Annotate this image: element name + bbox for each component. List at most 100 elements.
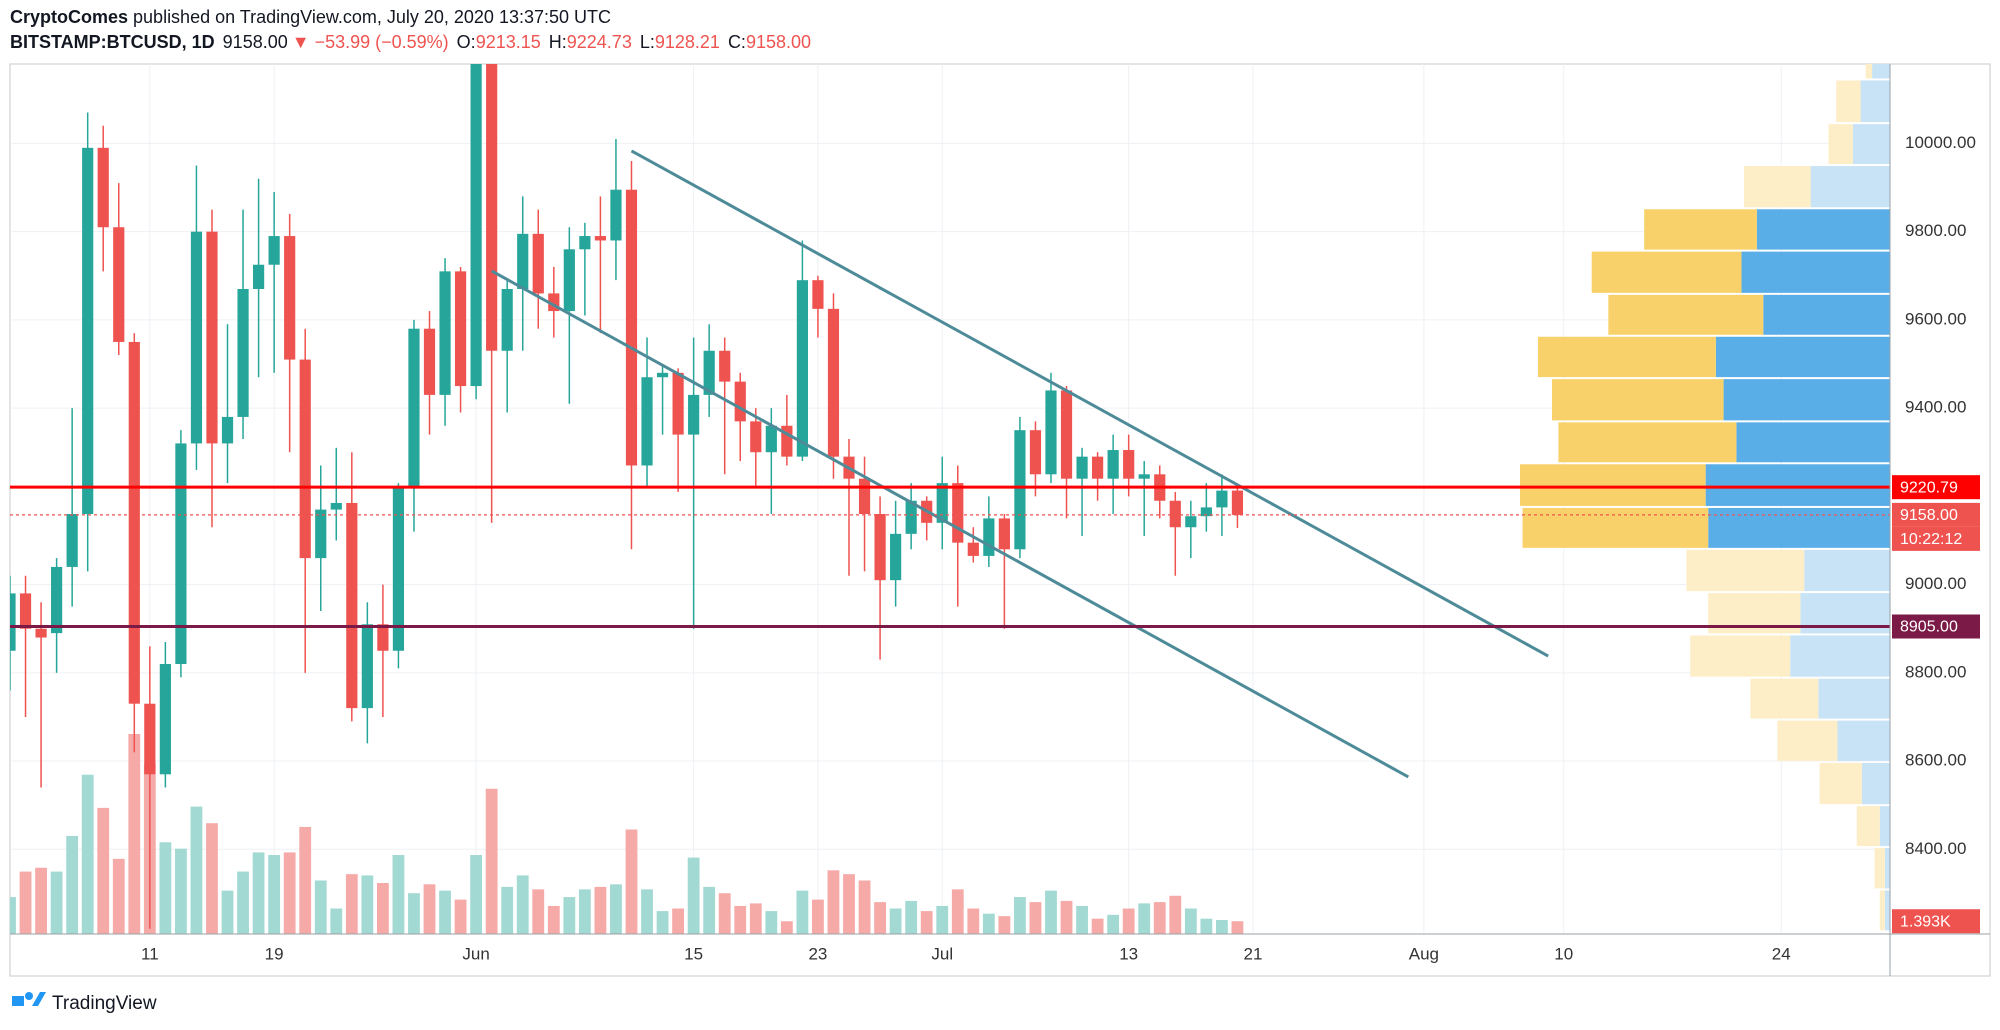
y-tick-label: 8800.00 bbox=[1905, 662, 1966, 681]
candle-body bbox=[1123, 450, 1135, 479]
countdown-tag bbox=[1892, 526, 1980, 551]
profile-down bbox=[1608, 294, 1764, 335]
volume-bar bbox=[672, 908, 685, 934]
volume-bar bbox=[1091, 918, 1104, 934]
volume-bar bbox=[625, 829, 638, 934]
axes: 8400.00 8600.00 8800.00 9000.00 9400.00 9600.… bbox=[141, 133, 1980, 963]
candle-body bbox=[253, 264, 265, 289]
x-tick-label: Jun bbox=[462, 944, 489, 963]
candle-body bbox=[66, 514, 78, 567]
volume-bar bbox=[827, 870, 840, 934]
volume-bar bbox=[1107, 914, 1120, 934]
profile-up bbox=[1705, 464, 1890, 506]
candle-body bbox=[501, 289, 513, 351]
profile-up bbox=[1790, 635, 1890, 677]
countdown-label: 10:22:12 bbox=[1900, 531, 1962, 548]
volume-bar bbox=[81, 774, 94, 934]
ohlc-label: O: bbox=[457, 32, 476, 52]
candle-body bbox=[532, 233, 544, 294]
author: CryptoComes bbox=[10, 7, 128, 27]
profile-up bbox=[1763, 294, 1890, 335]
price-tag-label: 9220.79 bbox=[1900, 479, 1958, 496]
candle-body bbox=[315, 509, 327, 559]
trendline bbox=[630, 149, 1549, 658]
candle-body bbox=[10, 593, 16, 651]
volume-bar bbox=[454, 899, 467, 934]
volume-bar bbox=[97, 807, 110, 934]
candle-body bbox=[346, 502, 358, 709]
volume-bar bbox=[19, 871, 32, 934]
candle-body bbox=[563, 249, 575, 312]
candle-body bbox=[284, 236, 296, 360]
volume-bar bbox=[128, 734, 141, 934]
volume-bar bbox=[920, 911, 933, 934]
volume-bar bbox=[283, 852, 296, 934]
volume-bar bbox=[206, 823, 218, 934]
volume-bar bbox=[687, 857, 700, 934]
candle-body bbox=[765, 425, 777, 453]
x-tick-label: 15 bbox=[684, 944, 703, 963]
profile-up bbox=[1837, 720, 1890, 761]
ohlc-value: 9158.00 bbox=[746, 32, 811, 52]
candle-body bbox=[1200, 507, 1212, 517]
profile-up bbox=[1804, 549, 1890, 592]
candle-body bbox=[1014, 430, 1026, 550]
candle-body bbox=[206, 231, 218, 444]
profile-down bbox=[1690, 635, 1791, 677]
volume-bar bbox=[1169, 895, 1182, 934]
volume-bar bbox=[485, 788, 498, 934]
candle-body bbox=[1029, 430, 1042, 475]
volume-bar bbox=[1231, 921, 1244, 934]
profile-down bbox=[1874, 848, 1885, 889]
profile-up bbox=[1861, 762, 1890, 805]
volume-bar bbox=[190, 806, 203, 934]
volume-bar bbox=[1014, 897, 1026, 934]
candle-body bbox=[1216, 490, 1228, 508]
profile-down bbox=[1552, 379, 1724, 421]
volume-bar bbox=[951, 889, 964, 934]
volume-bar bbox=[610, 884, 622, 934]
volume-bar bbox=[532, 889, 545, 934]
volume-bar bbox=[656, 911, 669, 934]
volume-bar bbox=[641, 889, 653, 934]
trendline bbox=[490, 269, 1410, 779]
change: ▼ −53.99 (−0.59%) bbox=[292, 32, 449, 52]
candle-body bbox=[734, 381, 746, 422]
volume-bar bbox=[796, 890, 809, 934]
volume-tag-label: 1.393K bbox=[1900, 913, 1951, 930]
candle-body bbox=[361, 624, 373, 709]
volume-bar bbox=[439, 890, 451, 934]
candle-body bbox=[703, 350, 715, 395]
candle-body bbox=[454, 271, 467, 387]
logo-shape bbox=[25, 992, 33, 1000]
volume-bar bbox=[594, 886, 607, 934]
ohlc-label: C: bbox=[728, 32, 746, 52]
volume-bar bbox=[889, 908, 902, 934]
profile-up bbox=[1736, 422, 1890, 463]
volume-bar bbox=[1045, 890, 1057, 934]
published: published on TradingView.com, July 20, 2… bbox=[133, 7, 611, 27]
candle-body bbox=[656, 372, 669, 378]
profile-down bbox=[1537, 336, 1716, 378]
y-tick-label: 9000.00 bbox=[1905, 574, 1966, 593]
candle-body bbox=[858, 478, 871, 514]
profile-down bbox=[1520, 464, 1706, 506]
volume-bar bbox=[749, 903, 762, 934]
profile-down bbox=[1750, 678, 1819, 719]
volume-bar bbox=[112, 858, 125, 934]
volume-bar bbox=[345, 874, 358, 934]
candle-body bbox=[1185, 516, 1197, 528]
volume-bar bbox=[843, 874, 855, 934]
profile-down bbox=[1686, 549, 1805, 592]
profile-up bbox=[1818, 678, 1890, 719]
candle-body bbox=[159, 664, 171, 775]
volume-bar bbox=[252, 852, 265, 934]
volume-bar bbox=[66, 835, 79, 934]
profile-up bbox=[1715, 336, 1890, 378]
volume-bar bbox=[734, 905, 747, 934]
candle-body bbox=[983, 518, 995, 556]
volume-bar bbox=[330, 908, 343, 934]
profile-down bbox=[1591, 251, 1742, 293]
